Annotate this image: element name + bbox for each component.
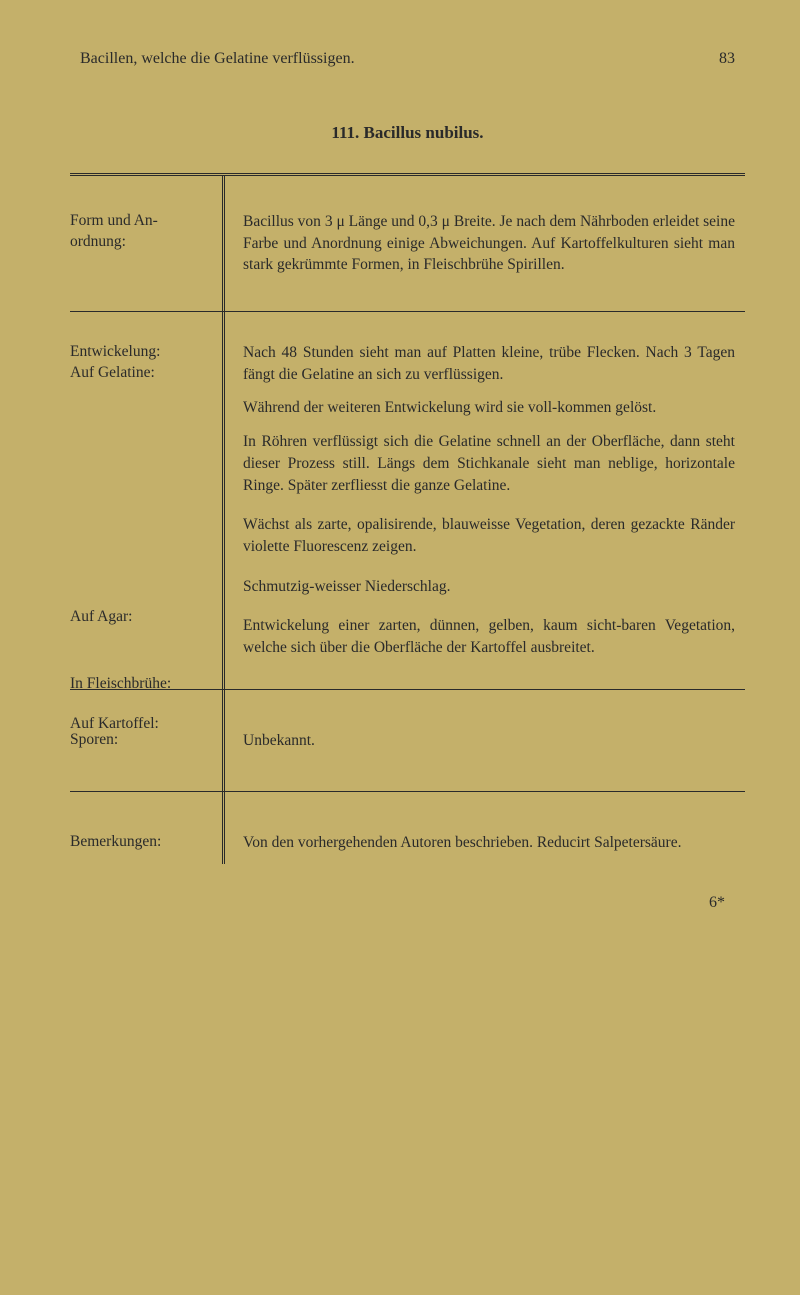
row-content: Von den vorhergehenden Autoren beschrieb… (225, 792, 745, 864)
row-label: Bemerkungen: (70, 792, 225, 864)
section-title: 111. Bacillus nubilus. (70, 123, 745, 143)
table-row: Bemerkungen: Von den vorhergehenden Auto… (70, 792, 745, 864)
row-label: Entwickelung: Auf Gelatine: Auf Agar: In… (70, 312, 225, 689)
table-row: Form und An- ordnung: Bacillus von 3 μ L… (70, 176, 745, 312)
data-table: Form und An- ordnung: Bacillus von 3 μ L… (70, 173, 745, 864)
row-content: Nach 48 Stunden sieht man auf Platten kl… (225, 312, 745, 689)
row-label: Sporen: (70, 690, 225, 792)
row-content: Unbekannt. (225, 690, 745, 792)
table-row: Entwickelung: Auf Gelatine: Auf Agar: In… (70, 312, 745, 690)
signature-mark: 6* (70, 894, 745, 912)
row-label: Form und An- ordnung: (70, 176, 225, 311)
page-number: 83 (719, 50, 735, 68)
running-title: Bacillen, welche die Gelatine verflüssig… (80, 50, 355, 68)
sub-label: Auf Agar: (70, 607, 132, 628)
row-content: Bacillus von 3 μ Länge und 0,3 μ Breite.… (225, 176, 745, 311)
table-row: Sporen: Unbekannt. (70, 690, 745, 793)
page-header: Bacillen, welche die Gelatine verflüssig… (70, 50, 745, 68)
